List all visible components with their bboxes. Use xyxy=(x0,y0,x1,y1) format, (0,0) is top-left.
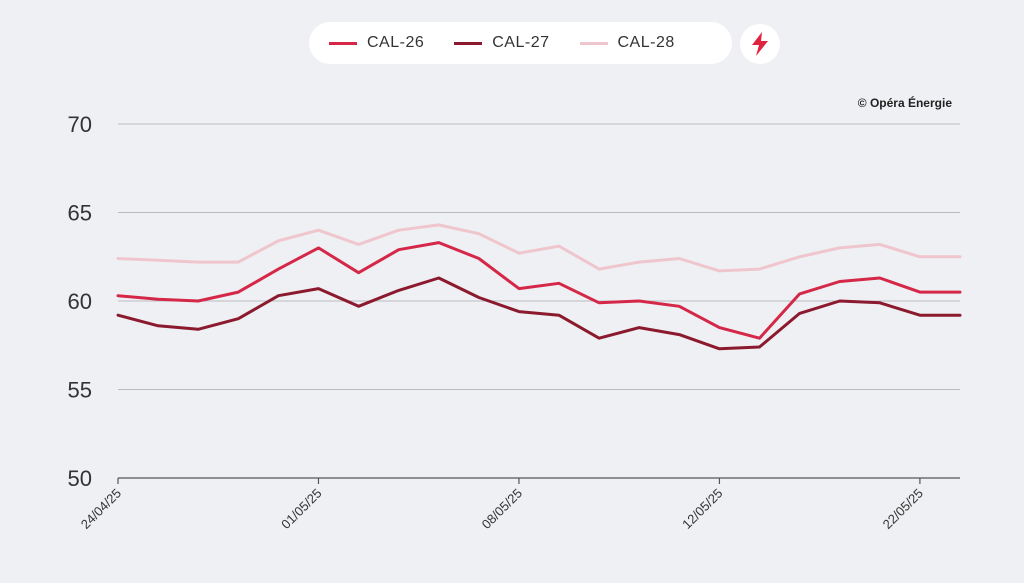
legend-label-cal-28: CAL-28 xyxy=(617,34,675,51)
y-tick-label: 65 xyxy=(68,201,92,226)
y-tick-label: 55 xyxy=(68,378,92,403)
lightning-bolt-icon xyxy=(752,32,768,56)
legend-item-cal-26[interactable]: CAL-26 xyxy=(329,34,424,52)
legend-label-cal-27: CAL-27 xyxy=(492,34,550,51)
series-line-cal-28 xyxy=(116,223,962,273)
y-tick-label: 60 xyxy=(68,289,92,314)
legend-swatch-cal-28 xyxy=(579,41,608,45)
legend-item-cal-28[interactable]: CAL-28 xyxy=(579,34,675,52)
lightning-bolt-button[interactable] xyxy=(740,24,780,64)
series-line-cal-27 xyxy=(116,276,962,351)
x-tick-label: 08/05/25 xyxy=(479,486,525,532)
copyright-notice: © Opéra Énergie xyxy=(857,96,952,110)
x-tick-label: 01/05/25 xyxy=(278,486,324,532)
x-tick-label: 12/05/25 xyxy=(679,486,725,532)
y-tick-label: 50 xyxy=(68,466,92,491)
legend-item-cal-27[interactable]: CAL-27 xyxy=(454,34,549,52)
legend-label-cal-26: CAL-26 xyxy=(367,34,425,51)
series-line-cal-26 xyxy=(116,241,962,340)
chart-legend: CAL-26 CAL-27 CAL-28 xyxy=(309,22,732,64)
x-tick-label: 24/04/25 xyxy=(78,486,124,532)
legend-swatch-cal-26 xyxy=(329,41,357,45)
legend-swatch-cal-27 xyxy=(454,41,483,45)
y-tick-label: 70 xyxy=(68,112,92,137)
x-tick-label: 22/05/25 xyxy=(880,486,926,532)
